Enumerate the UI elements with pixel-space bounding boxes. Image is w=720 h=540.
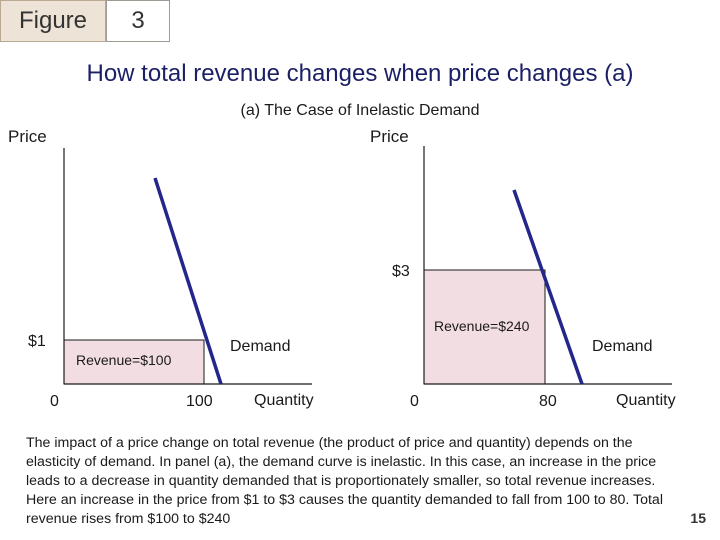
left-revenue-area	[63, 339, 205, 385]
right-quantity-tick-label: 80	[539, 393, 557, 410]
left-price-axis-label: Price	[8, 127, 47, 146]
right-revenue-label: Revenue=$240	[434, 318, 530, 334]
left-price-tick-label: $1	[28, 333, 46, 350]
left-quantity-tick-label: 100	[186, 393, 213, 410]
left-panel: Price $1 Demand Revenue=$100 0 100 Quant…	[8, 127, 314, 410]
left-demand-curve	[153, 177, 223, 385]
figure-label: Figure	[0, 0, 106, 42]
right-origin-label: 0	[410, 393, 419, 410]
left-quantity-axis-label: Quantity	[254, 392, 314, 409]
page-number: 15	[690, 510, 706, 526]
right-demand-label: Demand	[592, 338, 652, 355]
left-demand-label: Demand	[230, 338, 290, 355]
right-quantity-axis-label: Quantity	[616, 392, 676, 409]
left-origin-label: 0	[50, 393, 59, 410]
panel-subtitle: (a) The Case of Inelastic Demand	[240, 102, 480, 119]
figure-number: 3	[106, 0, 170, 42]
right-price-tick-label: $3	[392, 263, 410, 280]
slide-title: How total revenue changes when price cha…	[86, 60, 634, 87]
figure-caption: The impact of a price change on total re…	[26, 435, 663, 527]
right-panel: Price $3 Revenue=$240 Demand 0 80 Quanti…	[370, 127, 676, 410]
right-price-axis-label: Price	[370, 127, 409, 146]
right-demand-curve	[512, 189, 584, 385]
left-revenue-label: Revenue=$100	[76, 352, 172, 368]
